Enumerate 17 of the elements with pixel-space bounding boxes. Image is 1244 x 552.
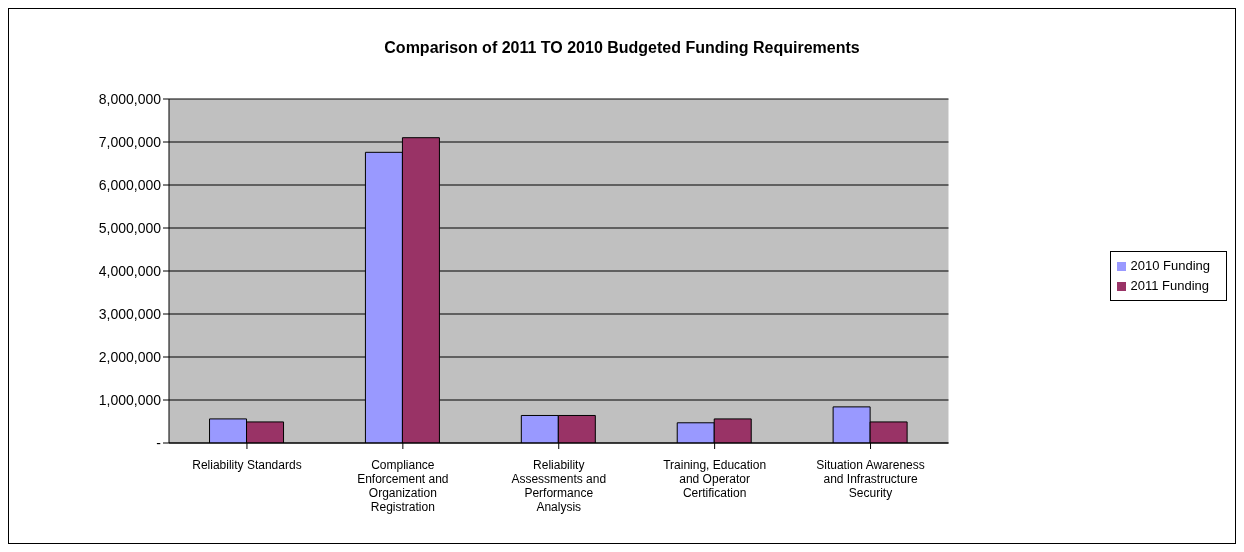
x-tick-label: Reliability Standards [192,458,302,472]
x-tick-label: Situation Awareness and Infrastructure Security [816,458,925,500]
y-tick-label: 6,000,000 [98,176,162,193]
y-tick-label: 2,000,000 [98,348,162,365]
y-tick-label: 7,000,000 [98,133,162,150]
legend-label: 2010 Funding [1130,258,1210,273]
chart-title: Comparison of 2011 TO 2010 Budgeted Funding Requirements [383,39,861,57]
y-tick-label: 5,000,000 [98,219,162,236]
y-tick-label: 1,000,000 [98,391,162,408]
x-tick-label: Reliability Assessments and Performance Analysis [511,458,607,514]
y-tick-label: 3,000,000 [98,305,162,322]
y-tick-label: 8,000,000 [98,90,162,107]
x-tick-label: Compliance Enforcement and Organization Registration [357,458,449,514]
y-tick-label: 4,000,000 [98,262,162,279]
y-tick-label: - [156,434,162,451]
x-tick-label: Training, Education and Operator Certification [663,458,767,500]
legend-label: 2011 Funding [1130,278,1210,293]
